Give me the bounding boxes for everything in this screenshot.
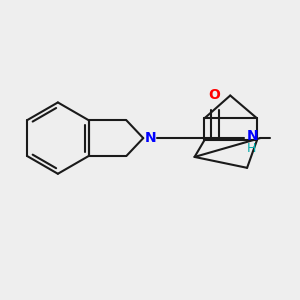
Text: H: H <box>246 142 256 154</box>
Text: N: N <box>246 129 258 143</box>
Text: N: N <box>145 131 157 145</box>
Text: O: O <box>208 88 220 102</box>
